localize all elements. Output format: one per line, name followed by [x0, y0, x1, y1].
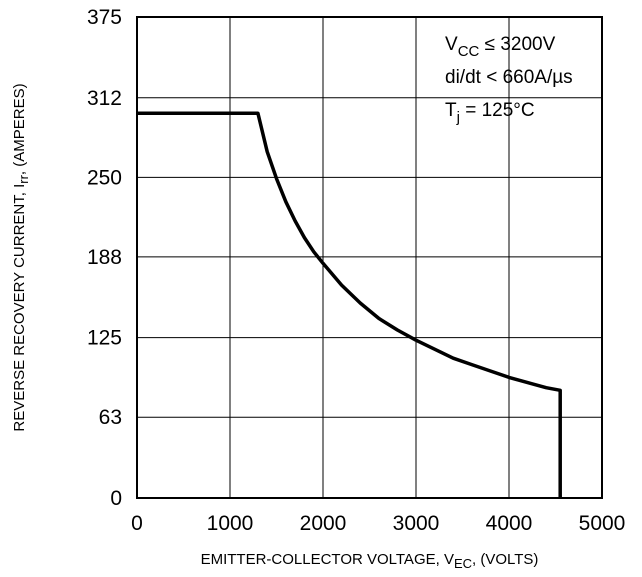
y-tick-label: 250	[87, 166, 122, 189]
x-tick-label: 0	[131, 512, 143, 535]
annotation-line: VCC ≤ 3200V	[445, 34, 556, 60]
y-tick-label: 63	[99, 406, 122, 429]
x-tick-label: 3000	[393, 512, 440, 535]
x-tick-label: 5000	[579, 512, 626, 535]
series-line	[137, 111, 562, 498]
y-tick-label: 0	[110, 487, 122, 510]
annotation-line: Tj = 125°C	[445, 100, 535, 126]
annotation-line: di/dt < 660A/µs	[445, 67, 573, 88]
y-tick-label: 312	[87, 87, 122, 110]
y-tick-label: 375	[87, 6, 122, 29]
plot-frame	[136, 16, 603, 499]
x-axis-label: EMITTER-COLLECTOR VOLTAGE, VEC, (VOLTS)	[201, 551, 539, 571]
x-tick-labels: 0 1000 2000 3000 4000 5000	[131, 512, 625, 535]
y-tick-label: 188	[87, 246, 122, 269]
annotations: VCC ≤ 3200V di/dt < 660A/µs Tj = 125°C	[445, 34, 573, 126]
y-tick-label: 125	[87, 327, 122, 350]
y-axis-label: REVERSE RECOVERY CURRENT, Irr, (AMPERES)	[11, 83, 31, 431]
y-tick-labels: 0 63 125 188 250 312 375	[87, 6, 122, 510]
grid	[136, 16, 603, 499]
x-tick-label: 1000	[207, 512, 254, 535]
x-tick-label: 2000	[300, 512, 347, 535]
x-tick-label: 4000	[486, 512, 533, 535]
